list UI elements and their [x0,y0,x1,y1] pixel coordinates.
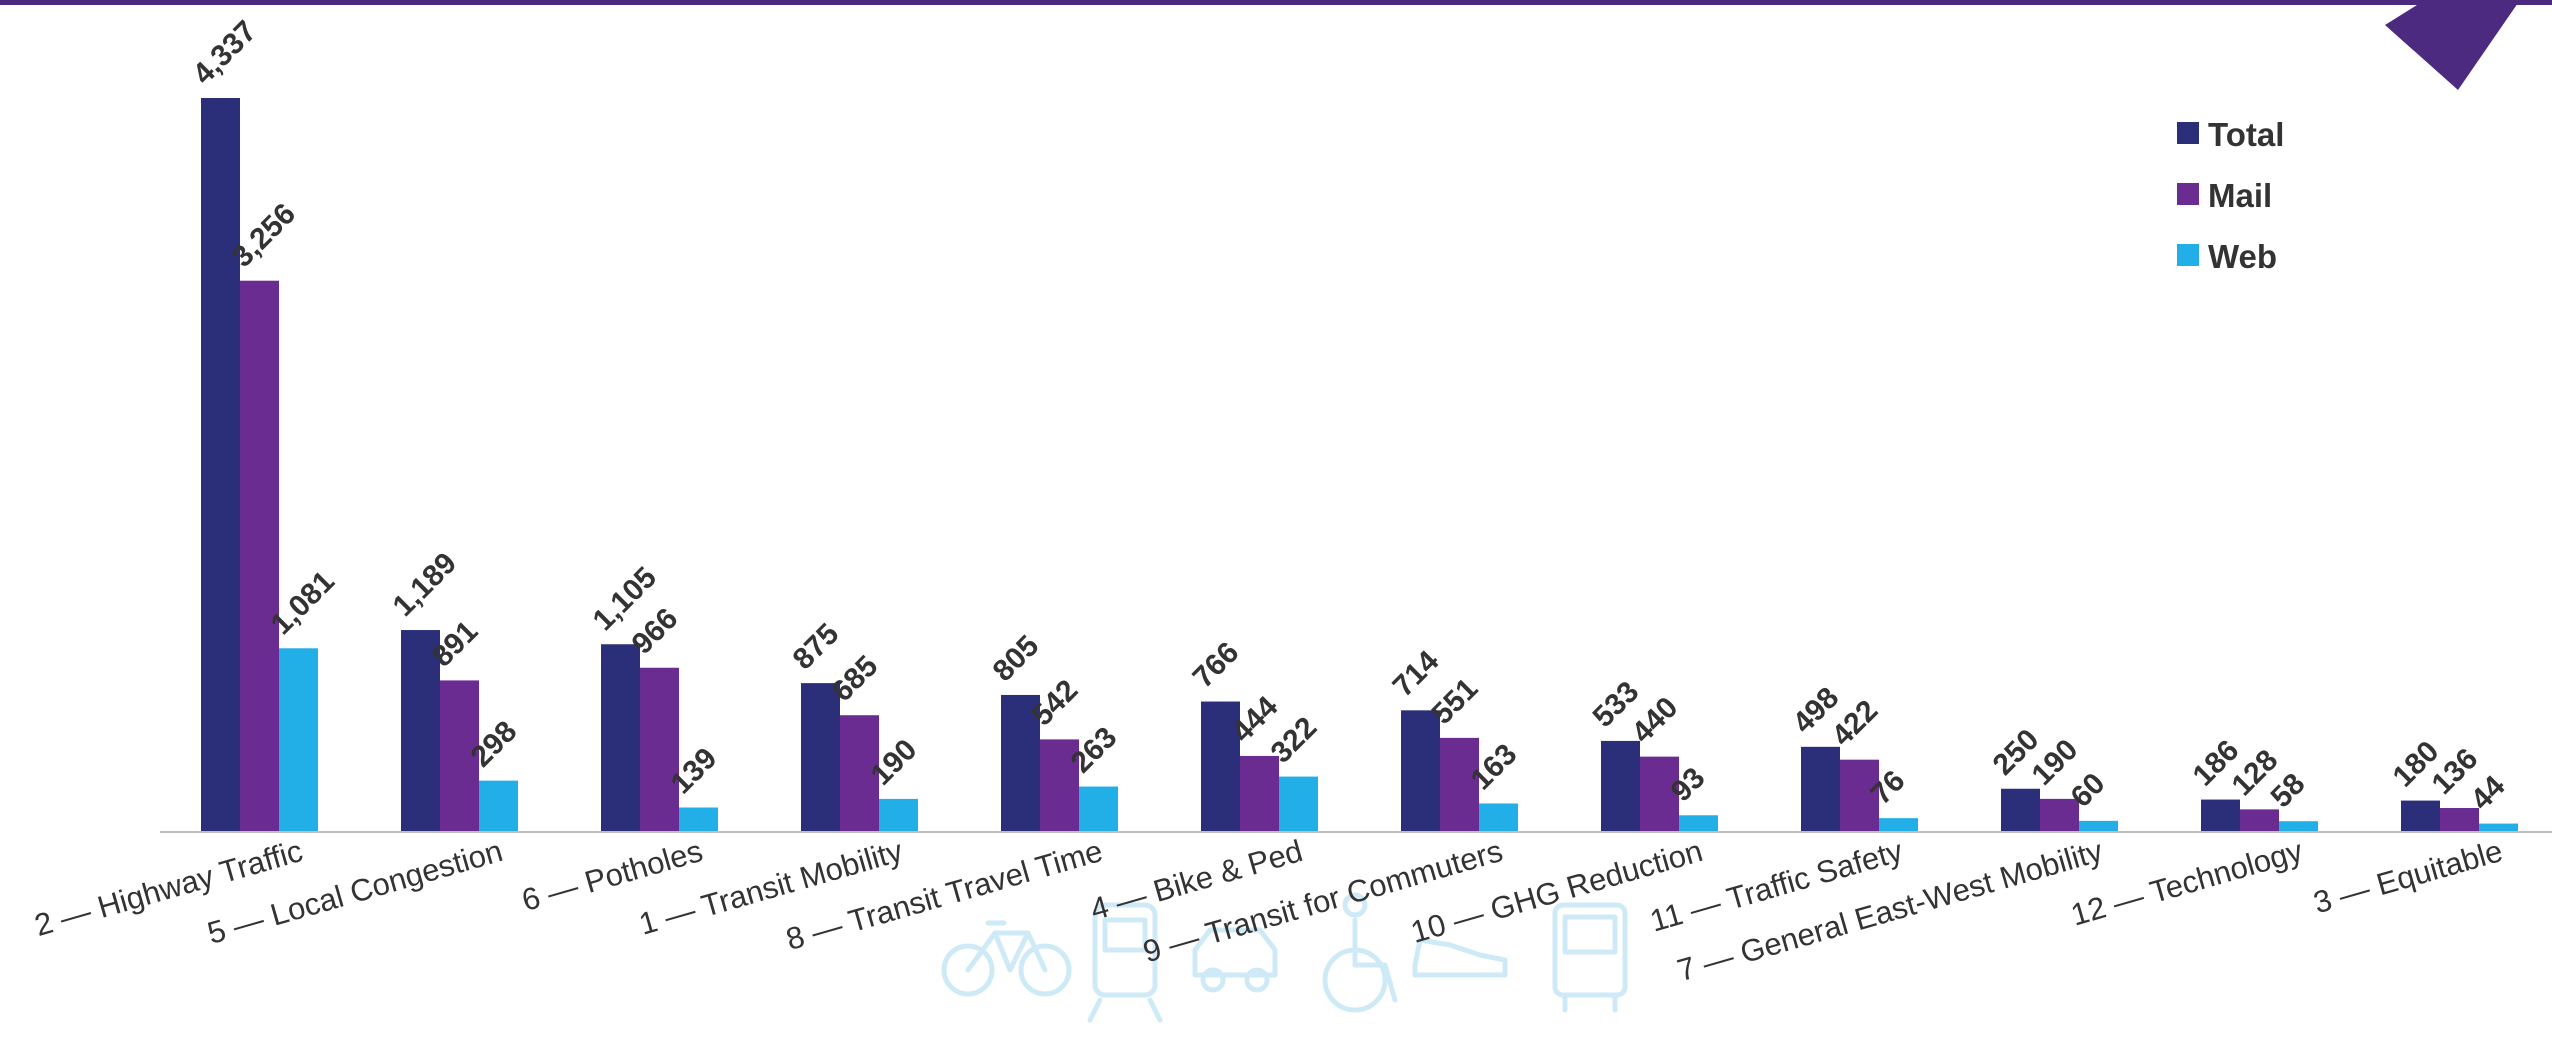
legend: Total Mail Web [2177,116,2284,275]
bar-web [679,807,718,831]
bar-mail [840,715,879,831]
bar-total [1001,694,1040,831]
bar-total [2201,799,2240,831]
legend-label-web: Web [2208,238,2277,275]
bar-total [1201,701,1240,831]
bar-web [1679,815,1718,831]
bar-mail [240,280,279,832]
legend-swatch-mail [2177,183,2199,205]
bus-icon [1552,902,1628,1013]
x-tick-label: 9 — Transit for Commuters [1139,833,1506,969]
bar-web [279,648,318,831]
bar-mail [2240,809,2279,831]
bar-web [1279,776,1318,831]
bar-total [401,630,440,831]
bar-web [2279,821,2318,831]
x-tick-label: 3 — Equitable [2310,833,2507,920]
bar-mail [440,680,479,831]
data-label-total: 714 [1387,644,1446,703]
legend-label-total: Total [2208,116,2284,153]
shoe-icon [1412,937,1508,978]
bar-total [801,683,840,831]
bar-total [1401,710,1440,831]
watermark-icons [941,892,1628,1023]
bar-web [479,780,518,831]
bar-web [2479,823,2518,831]
bar-mail [1040,739,1079,831]
legend-label-mail: Mail [2208,177,2272,214]
bars-group [201,98,2518,832]
data-label-total: 805 [987,629,1046,688]
bar-web [879,798,918,831]
bar-mail [2040,798,2079,831]
legend-swatch-web [2177,244,2199,266]
bar-mail [1240,755,1279,831]
bar-mail [640,667,679,831]
bar-total [2401,800,2440,831]
bar-mail [1640,756,1679,831]
data-label-total: 1,189 [387,547,463,623]
bar-total [1601,740,1640,831]
train-icon [1087,902,1163,1023]
wheelchair-icon [1322,892,1398,1013]
x-tick-label: 12 — Technology [2067,833,2307,933]
bar-total [1801,746,1840,831]
bar-total [601,644,640,831]
data-label-total: 766 [1187,636,1246,695]
corner-decoration [2385,0,2520,90]
bar-web [1479,803,1518,831]
bar-mail [2440,808,2479,831]
top-stripe [0,0,2552,5]
bar-web [1079,786,1118,831]
data-label-total: 875 [787,617,846,676]
bar-mail [1440,737,1479,831]
bar-web [2079,820,2118,831]
bar-total [201,98,240,831]
bar-total [2001,788,2040,831]
legend-swatch-total [2177,122,2199,144]
bar-mail [1840,759,1879,831]
bar-web [1879,818,1918,831]
car-icon [1192,927,1278,993]
data-label-total: 4,337 [187,15,263,91]
bicycle-icon [941,920,1072,997]
